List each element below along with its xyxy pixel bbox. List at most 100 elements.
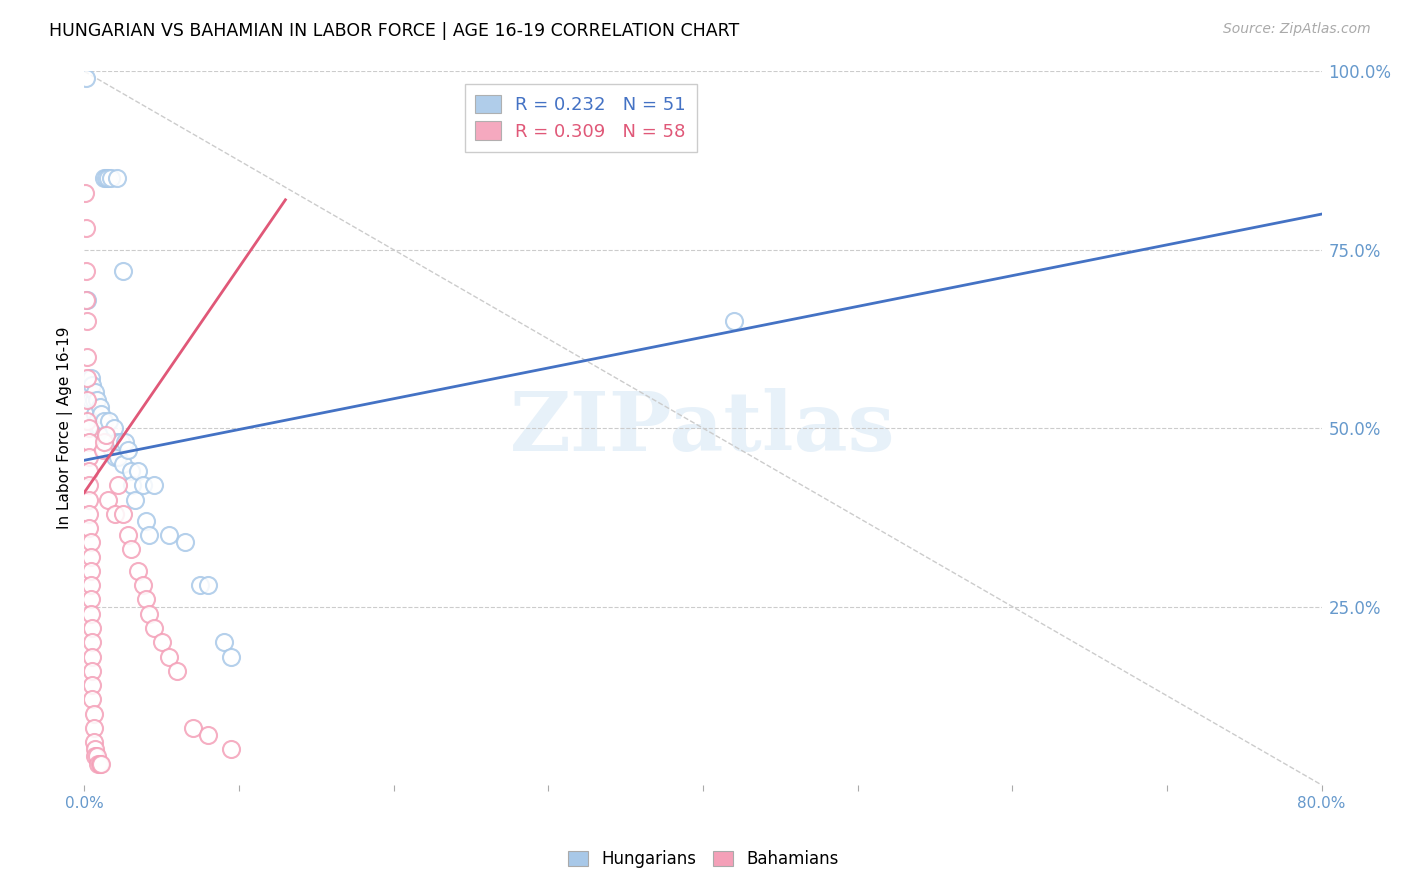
Point <box>159 649 181 664</box>
Point <box>82 378 104 392</box>
Point <box>86 392 108 407</box>
Point <box>104 507 127 521</box>
Point <box>723 314 745 328</box>
Point <box>83 735 105 749</box>
Point <box>93 435 115 450</box>
Point <box>83 392 105 407</box>
Point <box>76 392 98 407</box>
Point <box>76 371 98 385</box>
Point <box>89 756 111 771</box>
Point <box>79 578 101 592</box>
Point <box>221 742 243 756</box>
Point <box>181 721 204 735</box>
Point <box>90 407 112 421</box>
Point <box>128 564 150 578</box>
Point <box>79 549 101 564</box>
Text: ZIPatlas: ZIPatlas <box>510 388 896 468</box>
Point <box>84 407 107 421</box>
Point <box>82 635 104 649</box>
Legend: Hungarians, Bahamians: Hungarians, Bahamians <box>561 844 845 875</box>
Point <box>100 435 122 450</box>
Point <box>97 435 120 450</box>
Point <box>87 421 110 435</box>
Point <box>150 635 173 649</box>
Point <box>75 221 97 235</box>
Point <box>83 721 105 735</box>
Point <box>112 264 135 278</box>
Point <box>138 528 160 542</box>
Text: HUNGARIAN VS BAHAMIAN IN LABOR FORCE | AGE 16-19 CORRELATION CHART: HUNGARIAN VS BAHAMIAN IN LABOR FORCE | A… <box>49 22 740 40</box>
Point <box>94 428 117 442</box>
Point <box>79 371 101 385</box>
Point <box>166 664 188 678</box>
Point <box>94 428 117 442</box>
Point <box>124 492 146 507</box>
Point <box>93 414 115 428</box>
Point <box>86 414 108 428</box>
Point <box>105 171 128 186</box>
Point <box>77 492 100 507</box>
Point <box>110 435 132 450</box>
Point <box>212 635 235 649</box>
Point <box>77 507 100 521</box>
Point <box>77 478 100 492</box>
Point <box>132 578 155 592</box>
Point <box>79 592 101 607</box>
Point <box>159 528 181 542</box>
Point <box>135 514 157 528</box>
Point <box>120 464 142 478</box>
Point <box>82 621 104 635</box>
Text: Source: ZipAtlas.com: Source: ZipAtlas.com <box>1223 22 1371 37</box>
Point <box>143 478 166 492</box>
Point <box>143 621 166 635</box>
Point <box>93 171 115 186</box>
Point <box>75 293 97 307</box>
Point <box>117 528 139 542</box>
Point <box>197 578 219 592</box>
Point <box>101 442 124 457</box>
Point <box>75 71 97 86</box>
Point <box>94 171 117 186</box>
Point <box>221 649 243 664</box>
Point <box>105 435 128 450</box>
Point <box>82 692 104 706</box>
Point <box>84 749 107 764</box>
Point <box>89 400 111 414</box>
Point <box>77 385 100 400</box>
Point <box>97 492 120 507</box>
Point <box>103 421 125 435</box>
Point <box>82 649 104 664</box>
Point <box>174 535 197 549</box>
Point <box>76 350 98 364</box>
Point <box>188 578 212 592</box>
Point <box>107 478 129 492</box>
Point <box>77 435 100 450</box>
Point <box>79 392 101 407</box>
Point <box>76 314 98 328</box>
Point <box>86 749 108 764</box>
Point <box>84 385 107 400</box>
Point <box>79 564 101 578</box>
Legend: R = 0.232   N = 51, R = 0.309   N = 58: R = 0.232 N = 51, R = 0.309 N = 58 <box>464 84 696 152</box>
Point <box>117 442 139 457</box>
Point <box>128 464 150 478</box>
Point <box>77 450 100 464</box>
Y-axis label: In Labor Force | Age 16-19: In Labor Force | Age 16-19 <box>58 326 73 530</box>
Point <box>107 450 129 464</box>
Point <box>132 478 155 492</box>
Point <box>114 435 136 450</box>
Point <box>138 607 160 621</box>
Point <box>90 756 112 771</box>
Point <box>121 478 143 492</box>
Point <box>82 678 104 692</box>
Point <box>82 664 104 678</box>
Point <box>197 728 219 742</box>
Point <box>77 464 100 478</box>
Point <box>83 706 105 721</box>
Point <box>79 535 101 549</box>
Point <box>77 521 100 535</box>
Point <box>84 742 107 756</box>
Point <box>89 421 111 435</box>
Point <box>135 592 157 607</box>
Point <box>75 186 97 200</box>
